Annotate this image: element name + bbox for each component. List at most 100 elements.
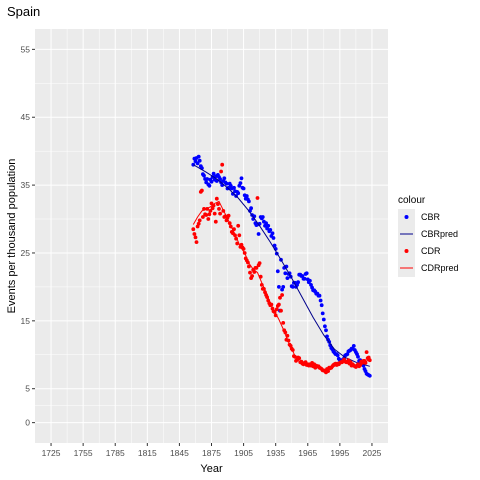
legend-label: CBR (421, 212, 441, 222)
cbr-point (305, 271, 309, 275)
cbr-point (368, 374, 372, 378)
x-tick-label: 1935 (266, 448, 285, 458)
y-tick-label: 15 (21, 316, 31, 326)
cdr-point (275, 307, 279, 311)
legend-label: CBRpred (421, 229, 458, 239)
y-tick-label: 55 (21, 44, 31, 54)
cbr-point (261, 215, 265, 219)
chart-title: Spain (7, 4, 40, 19)
cbr-point (356, 355, 360, 359)
cbr-point (198, 159, 202, 163)
cdr-point (213, 212, 217, 216)
cdr-point (281, 321, 285, 325)
cbr-point (268, 228, 272, 232)
legend-label: CDRpred (421, 263, 459, 273)
legend-label: CDR (421, 246, 441, 256)
cdr-point (218, 212, 222, 216)
cbr-point (232, 186, 236, 190)
x-axis: 1725 1755 1785 1815 1845 1875 1905 1935 1965 1995… (42, 443, 382, 458)
x-tick-label: 1965 (298, 448, 317, 458)
x-tick-label: 1905 (234, 448, 253, 458)
legend-key-point (405, 249, 409, 253)
legend-title: colour (398, 195, 426, 206)
y-tick-label: 35 (21, 180, 31, 190)
cdr-point (237, 233, 241, 237)
cdr-point (195, 240, 199, 244)
cbr-point (336, 354, 340, 358)
cbr-point (322, 318, 326, 322)
cbr-point (321, 312, 325, 316)
cbr-point (272, 236, 276, 240)
y-axis: 0 5 15 25 35 45 55 (21, 44, 35, 427)
cdr-point (250, 274, 254, 278)
cbr-point (205, 177, 209, 181)
cbr-point (197, 155, 201, 159)
y-tick-label: 45 (21, 112, 31, 122)
cdr-point (200, 189, 204, 193)
cdr-point (279, 309, 283, 313)
cbr-point (245, 194, 249, 198)
cbr-point (352, 344, 356, 348)
y-tick-label: 0 (25, 418, 30, 428)
cbr-point (319, 299, 323, 303)
x-tick-label: 1845 (170, 448, 189, 458)
cbr-point (271, 231, 275, 235)
legend-key (398, 260, 415, 277)
legend-key (398, 209, 415, 226)
x-tick-label: 1755 (74, 448, 93, 458)
cdr-point (236, 224, 240, 228)
cbr-point (324, 328, 328, 332)
cdr-point (217, 207, 221, 211)
x-tick-label: 1875 (202, 448, 221, 458)
cbr-point (277, 285, 281, 289)
cdr-point (214, 220, 218, 224)
y-tick-label: 5 (25, 384, 30, 394)
y-axis-title: Events per thousand population (6, 159, 18, 314)
cdr-point (220, 163, 224, 167)
cdr-point (194, 236, 198, 240)
cbr-point (323, 324, 327, 328)
cbr-point (303, 277, 307, 281)
legend-key-point (405, 215, 409, 219)
legend: colour CBR CBRpred CDR CDRpred (398, 195, 459, 277)
x-axis-title: Year (200, 463, 223, 475)
cdr-point (277, 303, 281, 307)
cbr-point (257, 232, 261, 236)
cbr-point (318, 294, 322, 298)
cbr-point (208, 184, 212, 188)
cbr-point (296, 280, 300, 284)
cdr-point (256, 196, 260, 200)
y-tick-label: 25 (21, 248, 31, 258)
x-tick-label: 2025 (362, 448, 381, 458)
cbr-point (283, 271, 287, 275)
legend-key (398, 243, 415, 260)
cdr-point (206, 217, 210, 221)
cdr-point (191, 227, 195, 231)
cbr-point (266, 224, 270, 228)
cbr-point (281, 285, 285, 289)
x-tick-label: 1785 (106, 448, 125, 458)
cbr-point (242, 187, 246, 191)
cdr-point (258, 261, 262, 265)
cdr-point (208, 212, 212, 216)
cdr-point (197, 222, 201, 226)
legend-key (398, 226, 415, 243)
x-tick-label: 1815 (138, 448, 157, 458)
cdr-point (204, 213, 208, 217)
x-tick-label: 1995 (330, 448, 349, 458)
cbr-point (236, 191, 240, 195)
cbr-point (240, 176, 244, 180)
cdr-point (365, 350, 369, 354)
cdr-point (193, 232, 197, 236)
cbr-point (286, 276, 290, 280)
cdr-point (215, 197, 219, 201)
x-tick-label: 1725 (42, 448, 61, 458)
cbr-point (202, 174, 206, 178)
cbr-point (308, 279, 312, 283)
cdr-point (198, 219, 202, 223)
cbr-point (222, 176, 226, 180)
cbr-point (239, 181, 243, 185)
cbr-point (210, 180, 214, 184)
cdr-point (219, 170, 223, 174)
